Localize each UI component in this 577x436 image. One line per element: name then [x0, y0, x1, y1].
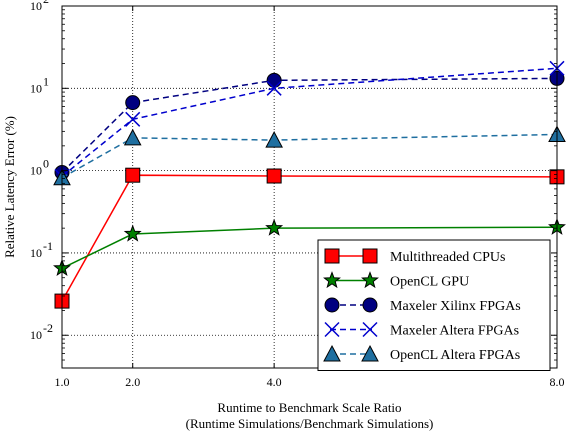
star-marker [361, 271, 379, 289]
y-tick-label: 10 [30, 164, 42, 178]
series-3 [54, 60, 565, 184]
triangle-marker [265, 131, 283, 148]
triangle-marker [123, 128, 142, 146]
series-line [61, 174, 558, 302]
circle-marker [125, 95, 141, 111]
legend-entry: OpenCL GPU [323, 271, 469, 290]
circle-marker [324, 297, 340, 313]
y-tick-label: 10 [30, 246, 42, 260]
plot-frame [61, 5, 558, 369]
series-line [61, 77, 558, 173]
square-marker [266, 168, 282, 184]
triangle-marker [361, 344, 379, 362]
x-tick-label: 4.0 [267, 375, 282, 389]
legend: Multithreaded CPUs OpenCL GPU Maxeler Xili… [317, 239, 551, 371]
y-tick-label: 10 [30, 328, 42, 342]
legend-label: Multithreaded CPUs [390, 250, 506, 265]
triangle-marker [323, 344, 341, 362]
series-line [61, 133, 558, 179]
series-2 [54, 70, 565, 180]
legend-label: OpenCL Altera FPGAs [390, 348, 520, 363]
y-tick-exponent: 0 [43, 157, 49, 171]
tick-layer: 1.02.04.08.010-210-1100101102 [30, 0, 565, 389]
x-axis-subtitle: (Runtime Simulations/Benchmark Simulatio… [186, 416, 434, 431]
y-axis-title: Relative Latency Error (%) [2, 116, 17, 258]
y-tick-label: 10 [30, 0, 42, 13]
y-tick-exponent: 1 [43, 74, 49, 88]
legend-entry: Maxeler Altera FPGAs [324, 321, 519, 339]
x-marker [324, 321, 340, 338]
y-tick-exponent: -1 [43, 239, 53, 253]
x-tick-label: 1.0 [55, 375, 70, 389]
x-axis-title: Runtime to Benchmark Scale Ratio [217, 400, 401, 415]
series-line [61, 67, 558, 178]
circle-marker [266, 72, 282, 88]
y-tick-label: 10 [30, 81, 42, 95]
star-marker [123, 224, 142, 242]
square-marker [362, 248, 378, 264]
legend-label: Maxeler Altera FPGAs [390, 324, 519, 339]
legend-entry: Multithreaded CPUs [324, 248, 506, 265]
circle-marker [362, 297, 378, 313]
legend-entry: Maxeler Xilinx FPGAs [324, 297, 521, 314]
x-marker [266, 80, 282, 96]
x-marker [125, 111, 141, 127]
y-tick-exponent: -2 [43, 321, 53, 335]
legend-label: OpenCL GPU [390, 275, 469, 290]
legend-entry: OpenCL Altera FPGAs [323, 344, 520, 363]
star-marker [265, 218, 284, 236]
star-marker [323, 271, 341, 289]
legend-box [317, 239, 551, 371]
legend-label: Maxeler Xilinx FPGAs [390, 299, 521, 314]
x-tick-label: 2.0 [125, 375, 140, 389]
x-tick-label: 8.0 [550, 375, 565, 389]
y-tick-exponent: 2 [43, 0, 49, 6]
series-line [61, 226, 558, 270]
square-marker [324, 248, 340, 264]
square-marker [125, 167, 141, 183]
x-marker [362, 321, 378, 338]
